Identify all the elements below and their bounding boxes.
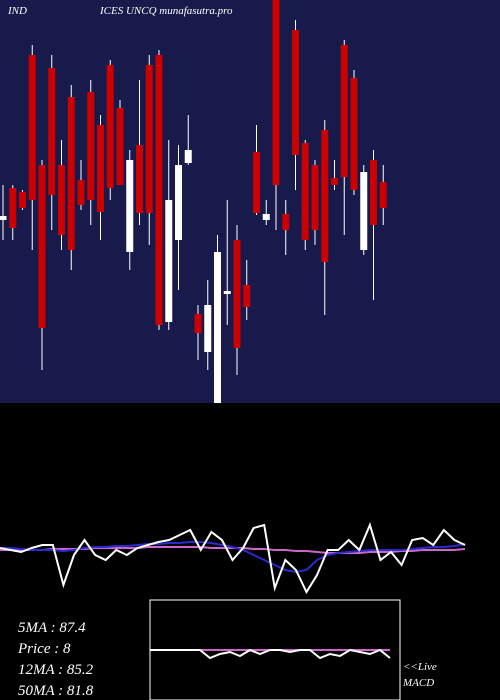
- candle-body: [292, 30, 299, 155]
- candle-body: [370, 160, 377, 225]
- candle-body: [331, 178, 338, 185]
- candle-body: [28, 55, 36, 200]
- stat-label: 5MA : 87.4: [18, 620, 86, 636]
- price-panel: [0, 0, 500, 403]
- macd-label: <<Live MACD: [402, 661, 437, 689]
- candle-body: [48, 68, 56, 195]
- candle-body: [87, 92, 95, 200]
- candle-body: [9, 188, 17, 228]
- candle-body: [155, 55, 163, 325]
- candle-body: [311, 165, 319, 230]
- stat-label: 50MA : 81.8: [18, 683, 94, 699]
- candle-body: [321, 130, 329, 262]
- candle-body: [282, 214, 290, 230]
- candle-body: [194, 314, 202, 333]
- candle-body: [350, 78, 358, 190]
- candle-body: [67, 97, 75, 250]
- candle-body: [165, 200, 173, 322]
- indicator-line: [150, 648, 391, 660]
- candle-body: [77, 180, 85, 205]
- candle-body: [19, 192, 26, 208]
- candle-body: [175, 165, 182, 240]
- candle-body: [379, 182, 387, 208]
- candle-body: [58, 165, 65, 235]
- candle-body: [204, 305, 212, 352]
- candle-body: [301, 143, 309, 240]
- candle-body: [116, 108, 124, 185]
- candle-body: [126, 160, 134, 252]
- candle-body: [106, 65, 114, 188]
- stat-label: Price : 8: [17, 641, 71, 657]
- candle-body: [243, 285, 251, 307]
- candle-body: [233, 240, 241, 348]
- candle-body: [136, 145, 143, 213]
- chart-title: ICES UNCQ munafasutra.pro: [99, 5, 233, 17]
- candle-body: [184, 150, 192, 163]
- candle-body: [145, 65, 153, 213]
- candle-body: [253, 152, 260, 213]
- candle-body: [262, 214, 270, 220]
- indicator-line: [0, 522, 466, 595]
- candle-body: [0, 216, 7, 220]
- candle-body: [272, 0, 280, 185]
- stat-label: 12MA : 85.2: [18, 662, 94, 678]
- candle-body: [340, 45, 348, 177]
- candle-body: [223, 291, 231, 294]
- candle-body: [360, 172, 368, 250]
- chart-title: IND: [7, 5, 27, 17]
- candle-body: [38, 165, 46, 328]
- candle-body: [97, 125, 104, 212]
- candle-body: [214, 252, 221, 403]
